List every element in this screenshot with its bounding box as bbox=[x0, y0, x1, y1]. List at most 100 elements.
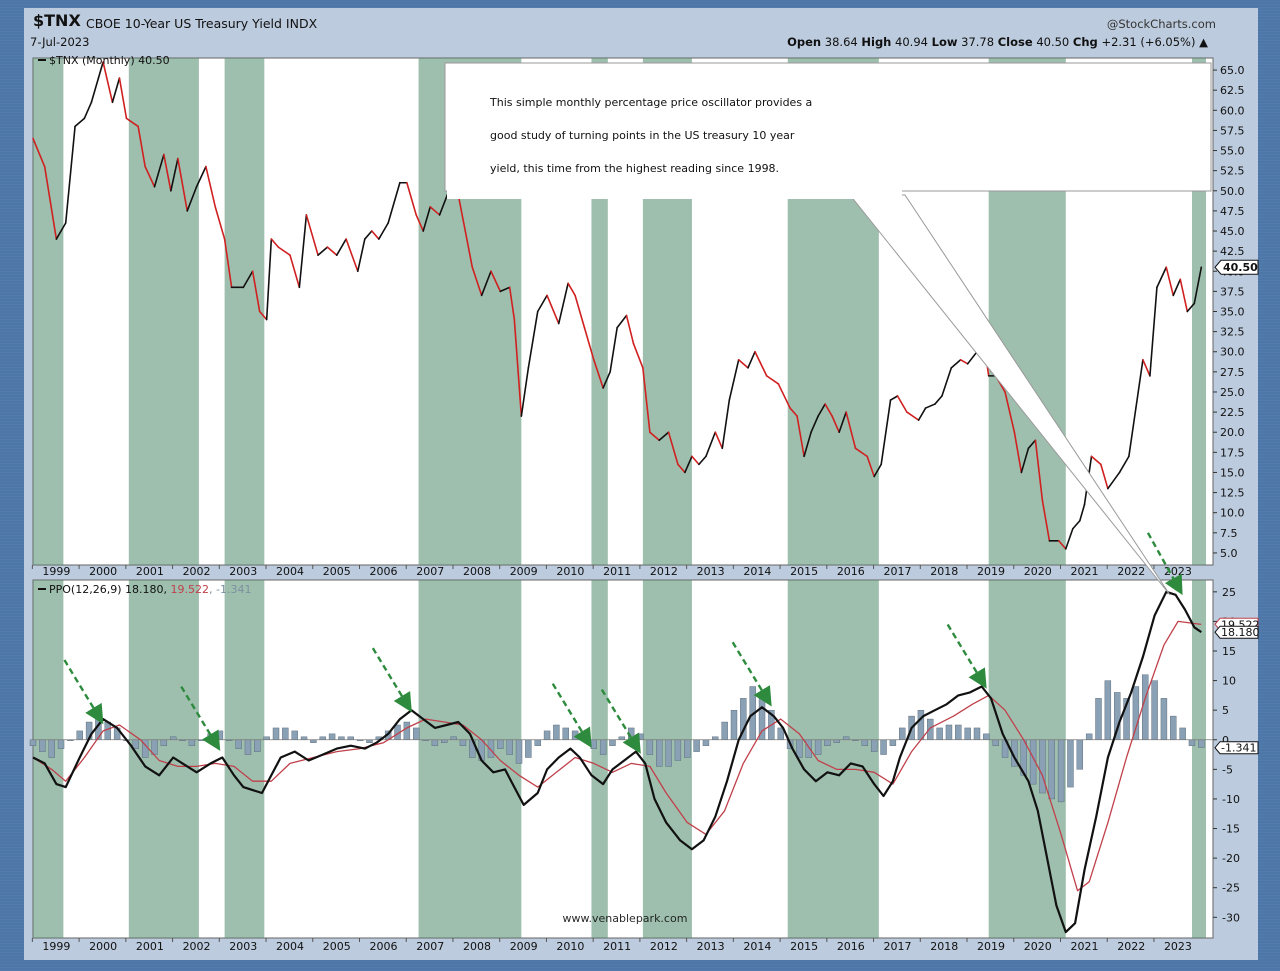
open-label: Open bbox=[787, 35, 822, 49]
price-segment bbox=[649, 431, 661, 442]
histogram-bar bbox=[1151, 680, 1158, 740]
histogram-bar bbox=[1057, 739, 1065, 803]
price-segment bbox=[698, 455, 707, 466]
ppo-value-tag-box bbox=[1214, 625, 1259, 639]
watermark: www.venablepark.com bbox=[563, 912, 688, 925]
ppo-value-tag-box bbox=[1214, 741, 1259, 755]
price-x-tick-label: 2008 bbox=[463, 565, 491, 578]
histogram-bar bbox=[263, 736, 270, 740]
high-value: 40.94 bbox=[895, 35, 928, 49]
histogram-bar bbox=[338, 736, 345, 740]
histogram-bar bbox=[730, 709, 738, 740]
ppo-y-tick-label: -10 bbox=[1222, 793, 1240, 806]
price-x-tick-label: 2018 bbox=[930, 565, 958, 578]
histogram-bar bbox=[282, 727, 289, 740]
histogram-bar bbox=[973, 727, 981, 740]
histogram-legend-value: , -1.341 bbox=[209, 583, 251, 596]
price-segment bbox=[1149, 286, 1158, 377]
low-label: Low bbox=[931, 35, 958, 49]
price-segment bbox=[754, 350, 768, 377]
ppo-x-tick-label: 2020 bbox=[1024, 940, 1052, 953]
histogram-bar bbox=[1170, 715, 1177, 740]
price-y-tick-label: 47.5 bbox=[1220, 205, 1245, 218]
ppo-value-tag: 18.180 bbox=[1221, 626, 1260, 639]
callout-text-line: good study of turning points in the US t… bbox=[490, 129, 795, 142]
price-segment bbox=[305, 214, 319, 256]
price-segment bbox=[125, 117, 139, 128]
ppo-y-tick-label: 0 bbox=[1222, 734, 1229, 747]
price-segment bbox=[567, 282, 576, 297]
price-segment bbox=[609, 326, 618, 373]
price-segment bbox=[714, 431, 724, 450]
price-segment bbox=[906, 411, 920, 421]
price-segment bbox=[55, 222, 67, 240]
histogram-bar bbox=[796, 739, 803, 758]
price-y-tick-label: 5.0 bbox=[1220, 547, 1238, 560]
price-x-tick-label: 2007 bbox=[416, 565, 444, 578]
price-segment bbox=[941, 367, 953, 397]
price-segment bbox=[838, 411, 847, 434]
price-segment bbox=[817, 403, 826, 417]
price-segment bbox=[90, 77, 100, 104]
ppo-x-tick-label: 2012 bbox=[650, 940, 678, 953]
histogram-bar bbox=[160, 739, 168, 746]
price-x-tick-label: 2014 bbox=[743, 565, 771, 578]
price-x-tick-label: 2017 bbox=[884, 565, 912, 578]
ppo-legend-label: PPO(12,26,9) 18.180, 19.522, -1.341 bbox=[49, 583, 251, 596]
price-segment bbox=[508, 286, 516, 321]
price-segment bbox=[205, 165, 217, 208]
price-y-tick-label: 25.0 bbox=[1220, 386, 1245, 399]
price-segment bbox=[747, 350, 756, 369]
histogram-bar bbox=[609, 739, 616, 746]
chart-date: 7-Jul-2023 bbox=[30, 35, 90, 49]
price-x-tick-label: 2013 bbox=[697, 565, 725, 578]
price-segment bbox=[265, 238, 273, 321]
histogram-bar bbox=[1188, 739, 1196, 746]
ppo-x-tick-label: 2008 bbox=[463, 940, 491, 953]
price-x-tick-label: 2011 bbox=[603, 565, 631, 578]
ppo-y-tick-label: -30 bbox=[1222, 911, 1240, 924]
histogram-bar bbox=[758, 692, 766, 740]
histogram-bar bbox=[917, 709, 925, 740]
ppo-x-tick-label: 2000 bbox=[89, 940, 117, 953]
price-segment bbox=[326, 246, 338, 256]
price-segment bbox=[137, 125, 146, 168]
price-segment bbox=[111, 77, 121, 104]
ppo-y-tick-label: -15 bbox=[1222, 823, 1240, 836]
price-segment bbox=[1118, 455, 1130, 474]
histogram-bar bbox=[235, 739, 242, 749]
ppo-x-tick-label: 2014 bbox=[743, 940, 771, 953]
histogram-bar bbox=[721, 721, 728, 740]
callout: This simple monthly percentage price osc… bbox=[444, 62, 1212, 596]
histogram-bar bbox=[553, 724, 560, 740]
price-x-tick-label: 2019 bbox=[977, 565, 1005, 578]
price-y-tick-label: 12.5 bbox=[1220, 487, 1245, 500]
histogram-bar bbox=[590, 739, 597, 749]
histogram-bar bbox=[927, 718, 934, 740]
histogram-bar bbox=[506, 739, 513, 755]
price-segment bbox=[513, 318, 523, 417]
price-segment bbox=[335, 238, 347, 256]
ppo-x-tick-label: 2018 bbox=[930, 940, 958, 953]
histogram-bar bbox=[656, 739, 663, 767]
price-segment bbox=[721, 399, 731, 450]
close-label: Close bbox=[997, 35, 1033, 49]
ppo-x-tick-label: 2017 bbox=[884, 940, 912, 953]
price-y-tick-label: 27.5 bbox=[1220, 366, 1245, 379]
histogram-bar bbox=[441, 739, 448, 743]
price-segment bbox=[1020, 447, 1030, 474]
price-segment bbox=[64, 125, 76, 224]
histogram-bar bbox=[637, 733, 644, 740]
price-segment bbox=[1165, 266, 1175, 297]
price-segment bbox=[831, 415, 840, 434]
price-segment bbox=[1057, 540, 1067, 550]
price-segment bbox=[810, 415, 819, 434]
price-segment bbox=[1128, 407, 1137, 458]
price-y-tick-label: 50.0 bbox=[1220, 185, 1245, 198]
ohlc-readout: Open 38.64 High 40.94 Low 37.78 Close 40… bbox=[787, 35, 1208, 49]
price-y-tick-label: 17.5 bbox=[1220, 446, 1245, 459]
price-x-tick-label: 2000 bbox=[89, 565, 117, 578]
price-segment bbox=[583, 326, 595, 361]
histogram-bar bbox=[936, 727, 943, 740]
price-y-tick-label: 10.0 bbox=[1220, 507, 1245, 520]
